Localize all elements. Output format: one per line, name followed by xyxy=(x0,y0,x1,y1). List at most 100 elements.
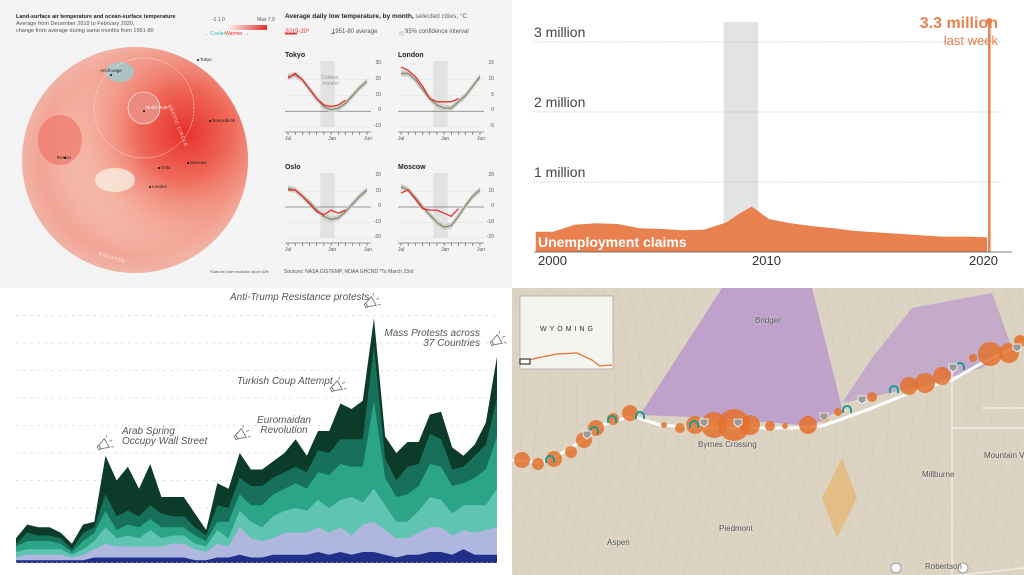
annotation-label: last week xyxy=(943,33,998,48)
map-canvas[interactable] xyxy=(512,288,1024,575)
protests-chart-canvas xyxy=(16,292,507,564)
y-tick-label: 30 xyxy=(375,60,381,66)
city-marker xyxy=(149,186,151,188)
place-label: Piedmont xyxy=(719,524,753,533)
incident-circle xyxy=(718,409,750,441)
flight-trace-area xyxy=(842,293,1012,403)
y-tick-label: 3 million xyxy=(534,24,586,40)
city-chart-title: Moscow xyxy=(398,164,426,171)
annotation-mass-protests: Mass Protests across 37 Countries xyxy=(330,329,480,349)
legend-average: 1951-80 average xyxy=(332,29,378,35)
x-tick-label: Jun xyxy=(477,136,486,142)
y-tick-label: 5 xyxy=(491,91,494,98)
legend-cool: ← Cooler xyxy=(204,31,226,37)
flight-trace-area xyxy=(640,288,842,426)
terrain-texture xyxy=(852,288,877,575)
annotation-line: 37 Countries xyxy=(423,338,480,349)
incident-circle xyxy=(900,377,918,395)
city-label: London xyxy=(152,184,168,189)
terrain-texture xyxy=(631,288,656,575)
x-tick-label: Jun xyxy=(364,247,373,253)
lines-title: Average daily low temperature, by month,… xyxy=(285,13,467,20)
protests-panel: Anti-Trump Resistance protests Mass Prot… xyxy=(0,288,512,575)
wyoming-inset-map xyxy=(519,295,614,370)
arctic-chart-canvas xyxy=(22,31,484,273)
x-tick-label: 2020 xyxy=(969,253,998,268)
annotation-value: 3.3 million xyxy=(919,15,998,32)
y-tick-label: -10 xyxy=(373,218,381,225)
arctic-temperature-panel: Land-surface air temperature and ocean-s… xyxy=(0,0,512,288)
city-marker xyxy=(187,162,189,164)
terrain-texture xyxy=(618,288,643,575)
x-tick-label: Jul xyxy=(285,247,292,253)
legend-current: 2019-20* xyxy=(285,29,310,35)
road-network xyxy=(951,368,1024,575)
city-marker xyxy=(158,167,160,169)
x-tick-label: Jul xyxy=(285,136,292,142)
terrain-texture xyxy=(969,288,994,575)
city-marker xyxy=(143,110,145,112)
terrain-texture xyxy=(943,288,968,575)
place-label: Byrnes Crossing xyxy=(698,440,757,449)
x-tick-label: Jul xyxy=(398,247,405,253)
terrain-texture xyxy=(1008,288,1024,575)
incident-circle xyxy=(867,392,877,402)
map-title: Land-surface air temperature and ocean-s… xyxy=(16,14,176,20)
coldest-label: Coldest xyxy=(321,75,339,81)
y-tick-label: 0 xyxy=(491,107,494,114)
terrain-texture xyxy=(839,288,864,575)
wyoming-map-panel[interactable]: WYOMING Bridger Byrnes Crossing Mountain V M… xyxy=(512,288,1024,575)
x-tick-label: Jun xyxy=(477,247,486,253)
legend-max: Max 7.9 xyxy=(257,17,275,23)
current-line xyxy=(287,72,346,108)
terrain-texture xyxy=(865,288,890,575)
tunnel-arch-icon xyxy=(545,455,555,463)
legend-gradient xyxy=(225,25,267,30)
inset-route-line xyxy=(523,352,613,367)
megaphone-icon xyxy=(489,330,507,347)
incident-circle xyxy=(799,416,817,434)
x-tick-label: Jan xyxy=(441,247,450,253)
source-note: Sources: NASA GISTEMP, NOAA GHCND *To Ma… xyxy=(284,269,414,275)
incident-circle xyxy=(622,405,638,421)
place-label: Robertson xyxy=(925,562,962,571)
city-marker xyxy=(110,74,112,76)
incident-circle xyxy=(514,452,530,468)
legend-current-swatch xyxy=(285,33,297,35)
orange-trace-area xyxy=(822,458,857,538)
incident-circle xyxy=(978,342,1002,366)
terrain-texture xyxy=(904,288,929,575)
legend-confidence: 95% confidence interval xyxy=(405,29,469,35)
claims-chart-canvas xyxy=(534,18,1012,253)
annotation-line: Mass Protests across xyxy=(384,328,480,339)
y-tick-label: 0 xyxy=(378,203,381,209)
legend-warm: Warmer → xyxy=(225,31,249,37)
x-tick-label: Jan xyxy=(441,136,450,142)
state-route-shield-icon xyxy=(957,562,969,574)
coldest-months-band xyxy=(320,173,335,238)
city-label: Boston xyxy=(57,155,72,160)
annotation-line: Arab Spring xyxy=(122,426,175,437)
interstate-shield-icon xyxy=(948,363,958,373)
y-tick-label: -10 xyxy=(373,123,381,129)
legend-average-swatch xyxy=(331,33,335,34)
y-tick-label: 2 million xyxy=(534,94,586,110)
inset-viewport-marker xyxy=(519,358,531,365)
current-line xyxy=(400,189,459,218)
megaphone-icon xyxy=(96,434,114,451)
terrain-texture xyxy=(956,288,981,575)
lines-title-suffix: selected cities, °C xyxy=(413,13,468,20)
interstate-shield-icon xyxy=(582,430,592,440)
claims-area xyxy=(535,206,988,252)
tunnel-arch-icon xyxy=(889,385,899,393)
city-marker xyxy=(64,157,66,159)
neutral-region xyxy=(95,168,135,192)
terrain-texture xyxy=(982,288,1007,575)
y-tick-label: -5 xyxy=(489,123,494,129)
warm-anomaly-region xyxy=(38,115,82,165)
y-tick-label: -10 xyxy=(486,218,494,225)
interstate-shield-icon xyxy=(1012,343,1022,353)
incident-circle xyxy=(675,423,685,433)
incident-circle xyxy=(834,408,842,416)
confidence-interval-band xyxy=(288,72,367,113)
